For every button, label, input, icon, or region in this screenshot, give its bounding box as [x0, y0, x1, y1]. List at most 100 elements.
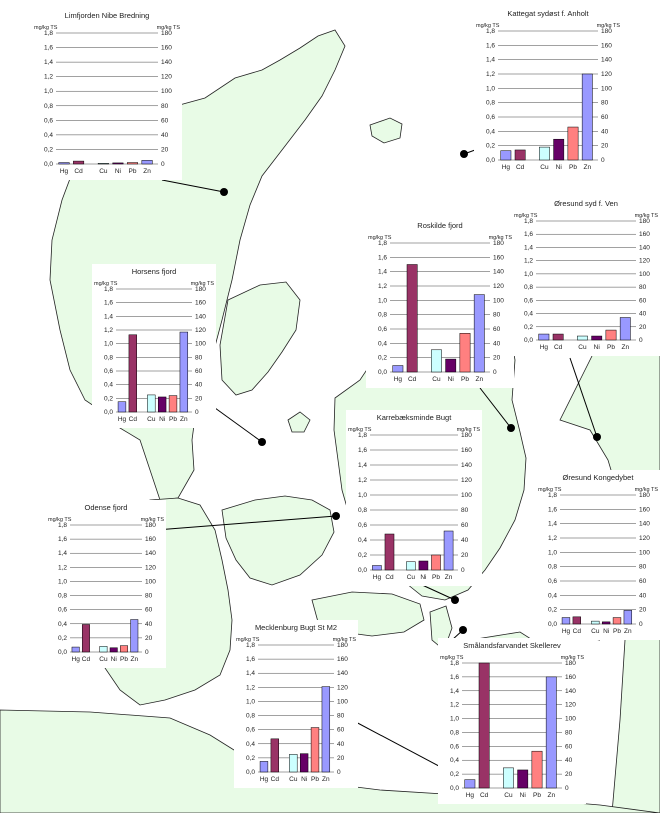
- category-label: Pb: [569, 164, 577, 171]
- right-tick-label: 140: [195, 313, 206, 320]
- bar-pb: [168, 395, 178, 413]
- left-tick-label: 0,0: [104, 409, 113, 416]
- bar-ni: [553, 138, 565, 161]
- chart-title: Øresund syd f. Ven: [554, 199, 618, 208]
- right-tick-label: 40: [145, 621, 153, 628]
- right-tick-label: 60: [601, 114, 609, 121]
- left-tick-label: 0,4: [246, 741, 255, 748]
- right-tick-label: 120: [639, 535, 650, 542]
- left-tick-label: 1,6: [58, 536, 67, 543]
- right-tick-label: 80: [639, 284, 647, 291]
- left-tick-label: 0,6: [358, 522, 367, 529]
- leader-line: [479, 387, 512, 429]
- left-tick-label: 0,0: [548, 621, 557, 628]
- leader-line: [419, 583, 456, 601]
- left-tick-label: 0,4: [450, 757, 459, 764]
- category-label: Zn: [322, 776, 330, 783]
- right-tick-label: 140: [601, 57, 612, 64]
- bar-cu: [147, 394, 156, 413]
- right-tick-label: 80: [161, 103, 169, 110]
- left-tick-label: 1,8: [246, 642, 255, 649]
- right-tick-label: 120: [493, 283, 504, 290]
- chart-panel: Limfjorden Nibe Bredning mg/kg TS mg/kg TS…: [32, 8, 182, 180]
- bar-hg: [259, 761, 269, 773]
- chart-title: Limfjorden Nibe Bredning: [65, 11, 150, 20]
- jutland-east-coast-land: [219, 281, 301, 396]
- right-axis-unit: mg/kg TS: [635, 213, 659, 219]
- bar-cu: [577, 335, 588, 341]
- left-tick-label: 1,0: [246, 698, 255, 705]
- left-tick-label: 1,2: [486, 71, 495, 78]
- right-tick-label: 160: [493, 254, 504, 261]
- right-tick-label: 20: [461, 552, 469, 559]
- category-label: Cu: [578, 344, 587, 351]
- left-tick-label: 1,0: [486, 85, 495, 92]
- left-tick-label: 0,2: [246, 755, 255, 762]
- chart-title: Karrebæksminde Bugt: [377, 413, 453, 422]
- category-label: Cd: [573, 628, 582, 635]
- right-tick-label: 120: [639, 258, 650, 265]
- bar-hg: [58, 162, 70, 165]
- category-label: Hg: [260, 776, 269, 783]
- right-tick-label: 140: [161, 59, 172, 66]
- right-tick-label: 120: [601, 71, 612, 78]
- right-tick-label: 140: [461, 462, 472, 469]
- left-axis-unit: mg/kg TS: [34, 25, 58, 31]
- chart-title: Smålandsfarvandet Skellerev: [463, 641, 561, 650]
- right-tick-label: 160: [639, 506, 650, 513]
- bar-ni: [418, 560, 429, 571]
- bar-cd: [552, 333, 564, 341]
- category-label: Cu: [147, 416, 156, 423]
- category-label: Hg: [394, 376, 403, 383]
- bar-hg: [71, 646, 80, 653]
- right-tick-label: 160: [337, 656, 348, 663]
- bar-pb: [531, 750, 543, 789]
- bar-pb: [459, 333, 471, 373]
- right-tick-label: 100: [639, 549, 650, 556]
- right-tick-label: 160: [639, 231, 650, 238]
- left-tick-label: 0,8: [358, 507, 367, 514]
- left-tick-label: 1,8: [486, 28, 495, 35]
- right-tick-label: 140: [145, 550, 156, 557]
- right-tick-label: 160: [145, 536, 156, 543]
- category-label: Cu: [99, 656, 108, 663]
- bar-hg: [372, 565, 382, 571]
- left-tick-label: 1,6: [104, 300, 113, 307]
- right-tick-label: 20: [639, 324, 647, 331]
- bar-cd: [81, 624, 90, 653]
- category-label: Cd: [480, 792, 489, 799]
- bar-cd: [478, 662, 490, 789]
- right-tick-label: 0: [145, 649, 149, 656]
- chart-panel: Kattegat sydøst f. Anholt mg/kg TS mg/kg T…: [474, 6, 622, 176]
- chart-background: [512, 196, 660, 356]
- right-tick-label: 120: [145, 564, 156, 571]
- left-tick-label: 0,4: [378, 340, 387, 347]
- right-tick-label: 40: [161, 132, 169, 139]
- chart-background: [32, 8, 182, 180]
- right-tick-label: 80: [145, 593, 153, 600]
- category-label: Pb: [311, 776, 319, 783]
- bar-ni: [109, 647, 118, 653]
- bar-cd: [128, 334, 137, 413]
- category-label: Ni: [420, 574, 426, 581]
- funen-land: [221, 495, 335, 586]
- right-tick-label: 100: [161, 88, 172, 95]
- right-tick-label: 120: [565, 702, 576, 709]
- station-marker: [258, 438, 266, 446]
- category-label: Ni: [556, 164, 562, 171]
- bar-cd: [384, 533, 395, 571]
- left-tick-label: 0,8: [450, 729, 459, 736]
- left-tick-label: 1,6: [378, 254, 387, 261]
- left-tick-label: 1,2: [450, 702, 459, 709]
- bar-cd: [73, 160, 85, 165]
- bar-pb: [120, 645, 128, 653]
- right-tick-label: 100: [461, 492, 472, 499]
- chart-title: Kattegat sydøst f. Anholt: [507, 9, 589, 18]
- category-label: Zn: [130, 656, 138, 663]
- right-tick-label: 60: [195, 368, 203, 375]
- right-tick-label: 140: [337, 670, 348, 677]
- right-tick-label: 20: [565, 771, 573, 778]
- right-tick-label: 80: [601, 100, 609, 107]
- category-label: Cd: [554, 344, 563, 351]
